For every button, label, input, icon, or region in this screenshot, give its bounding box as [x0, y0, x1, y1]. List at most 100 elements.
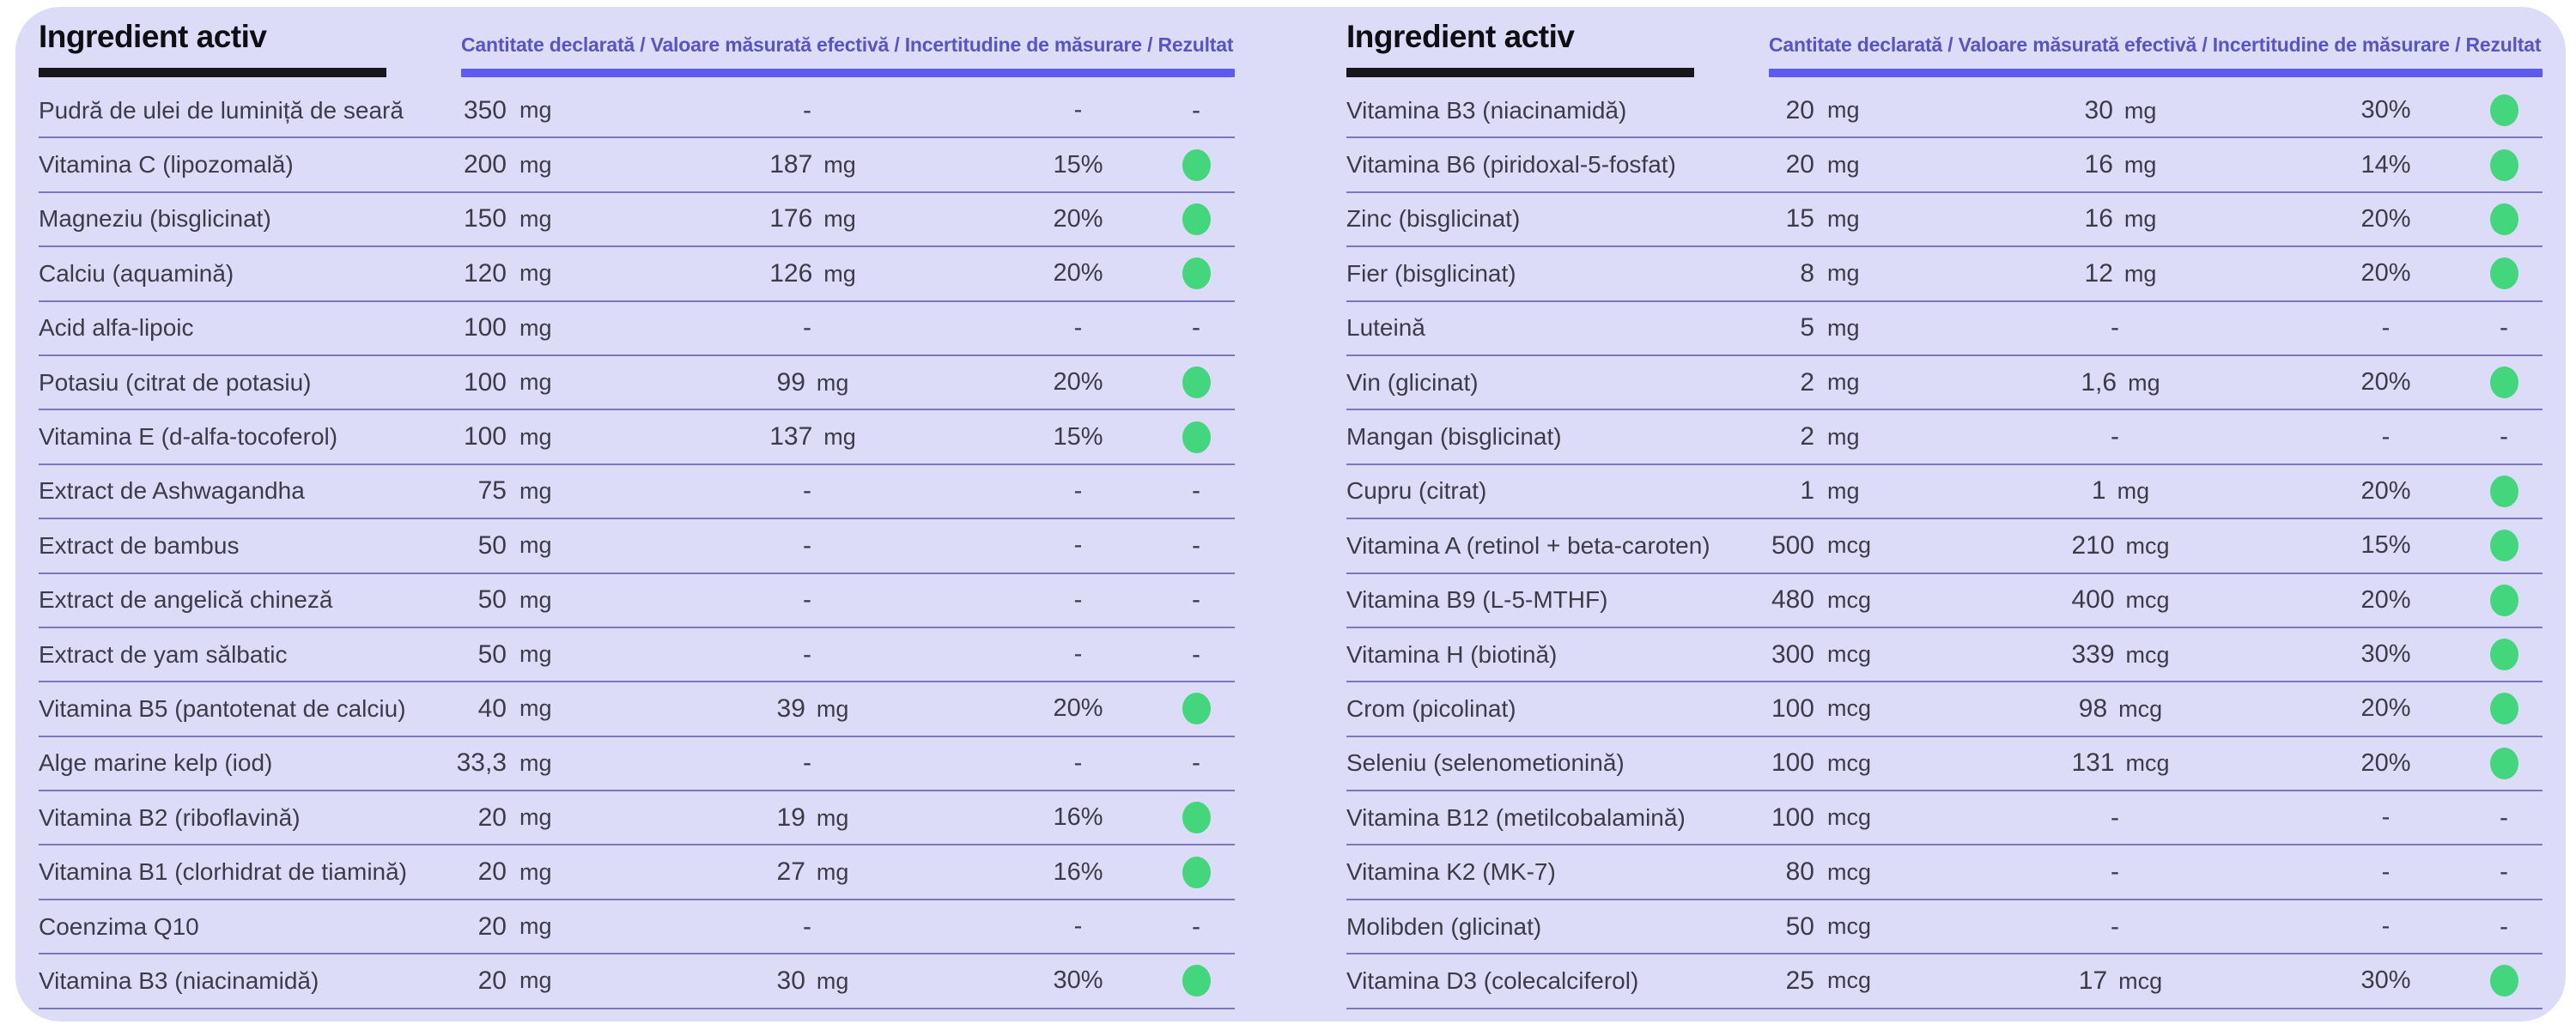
measured-value-cell: 39 mg [627, 694, 999, 724]
result-pass-icon [2489, 475, 2518, 507]
measurement-uncertainty: - [2381, 912, 2391, 941]
measured-unit: mg [2128, 369, 2160, 396]
declared-quantity: 2 [1800, 422, 1814, 451]
ingredient-name: Vitamina B3 (niacinamidă) [1346, 96, 1627, 124]
ingredient-name: Vitamina B2 (riboflavină) [39, 803, 301, 831]
measured-quantity: 30 [776, 966, 805, 995]
ingredient-name: Vitamina H (biotină) [1346, 640, 1558, 668]
measured-value-cell: 137 mg [627, 422, 999, 451]
ingredient-name: Alge marine kelp (iod) [39, 749, 273, 777]
ingredient-name: Calciu (aquamină) [39, 259, 234, 287]
declared-unit: mg [1827, 260, 1860, 287]
declared-quantity: 100 [1771, 694, 1814, 723]
declared-unit: mg [519, 205, 552, 232]
measured-quantity: - [803, 95, 811, 124]
declared-unit: mg [519, 804, 552, 831]
ingredient-name: Extract de bambus [39, 531, 240, 559]
declared-unit: mg [519, 260, 552, 287]
table-row: Vitamina B9 (L-5-MTHF) 480 mcg 400 mcg 2… [1346, 574, 2543, 628]
result-cell [2465, 203, 2543, 235]
result-dash: - [2500, 422, 2508, 451]
measurement-uncertainty: 15% [1053, 150, 1103, 179]
title-block: Ingredient activ [1346, 19, 1733, 77]
declared-quantity: 100 [1771, 803, 1814, 832]
measurement-uncertainty: - [1073, 96, 1083, 124]
ingredient-name: Crom (picolinat) [1346, 694, 1516, 722]
result-cell: - [2465, 912, 2543, 942]
columns-block: Cantitate declarată / Valoare măsurată e… [1733, 33, 2543, 77]
ingredient-name: Seleniu (selenometionină) [1346, 749, 1625, 777]
result-cell [1157, 148, 1235, 181]
measured-quantity: - [803, 748, 811, 778]
columns-block: Cantitate declarată / Valoare măsurată e… [425, 33, 1235, 77]
measured-quantity: 16 [2084, 150, 2113, 179]
measured-value-cell: 339 mcg [1935, 640, 2306, 670]
columns-legend: Cantitate declarată / Valoare măsurată e… [1769, 33, 2542, 56]
measurement-uncertainty: 15% [1053, 422, 1103, 451]
result-pass-icon [1182, 693, 1211, 725]
declared-unit: mg [519, 749, 552, 776]
result-pass-icon [2489, 258, 2518, 290]
measured-quantity: 19 [776, 803, 805, 832]
result-pass-icon [2489, 94, 2518, 127]
declared-unit: mg [519, 586, 552, 613]
measured-unit: mg [816, 967, 849, 994]
measured-value-cell: 30 mg [1935, 96, 2306, 125]
table-row: Coenzima Q10 20 mg - - - [39, 900, 1235, 955]
result-cell: - [2465, 803, 2543, 833]
measured-value-cell: 210 mcg [1935, 531, 2306, 560]
measured-quantity: 131 [2071, 748, 2115, 778]
ingredient-name: Magneziu (bisglicinat) [39, 205, 271, 233]
table-row: Potasiu (citrat de potasiu) 100 mg 99 mg… [39, 356, 1235, 411]
declared-unit: mcg [1827, 695, 1872, 722]
table-row: Vitamina B12 (metilcobalamină) 100 mcg -… [1346, 791, 2543, 846]
declared-quantity: 500 [1771, 530, 1814, 560]
measurement-uncertainty: - [1073, 640, 1083, 669]
measurement-uncertainty: - [2381, 422, 2391, 451]
result-cell: - [1157, 585, 1235, 615]
result-pass-icon [1182, 802, 1211, 834]
table-row: Extract de Ashwagandha 75 mg - - - [39, 465, 1235, 520]
ingredient-name: Vitamina D3 (colecalciferol) [1346, 966, 1639, 994]
measured-quantity: - [803, 476, 811, 506]
ingredient-name: Vitamina B3 (niacinamidă) [39, 966, 319, 994]
measured-unit: mg [823, 152, 856, 179]
measurement-uncertainty: 20% [2360, 694, 2411, 723]
result-pass-icon [1182, 148, 1211, 181]
result-cell [2465, 530, 2543, 562]
declared-unit: mg [1827, 205, 1860, 232]
table-row: Calciu (aquamină) 120 mg 126 mg 20% [39, 247, 1235, 302]
declared-quantity: 2 [1800, 367, 1814, 397]
measured-value-cell: 12 mg [1935, 259, 2306, 288]
result-cell [2465, 148, 2543, 181]
measurement-uncertainty: - [1073, 585, 1083, 614]
measured-unit: mcg [2125, 587, 2170, 614]
title-underline-bar [39, 68, 386, 77]
table-row: Vitamina B6 (piridoxal-5-fosfat) 20 mg 1… [1346, 138, 2543, 193]
measured-unit: mcg [2125, 750, 2170, 777]
ingredient-name: Cupru (citrat) [1346, 477, 1487, 505]
measured-unit: mg [2123, 206, 2157, 233]
result-cell [2465, 367, 2543, 399]
result-cell: - [1157, 476, 1235, 506]
declared-quantity: 120 [463, 258, 507, 288]
ingredient-name: Extract de yam sălbatic [39, 640, 288, 668]
result-pass-icon [1182, 203, 1211, 235]
declared-unit: mg [519, 858, 552, 885]
measurement-uncertainty: 14% [2360, 150, 2411, 179]
measurement-uncertainty: 20% [2360, 476, 2411, 505]
declared-unit: mcg [1827, 532, 1872, 559]
table-row: Acid alfa-lipoic 100 mg - - - [39, 302, 1235, 356]
result-pass-icon [2489, 203, 2518, 235]
result-pass-icon [1182, 856, 1211, 888]
declared-unit: mg [519, 423, 552, 450]
measured-value-cell: - [627, 640, 999, 670]
declared-quantity: 5 [1800, 313, 1814, 342]
measured-quantity: 39 [776, 694, 805, 723]
ingredient-name: Pudră de ulei de luminiță de seară [39, 96, 404, 124]
measured-unit: mg [816, 695, 849, 722]
measured-quantity: - [2111, 422, 2119, 451]
result-dash: - [2500, 857, 2508, 887]
ingredient-name: Vitamina B5 (pantotenat de calciu) [39, 694, 406, 722]
